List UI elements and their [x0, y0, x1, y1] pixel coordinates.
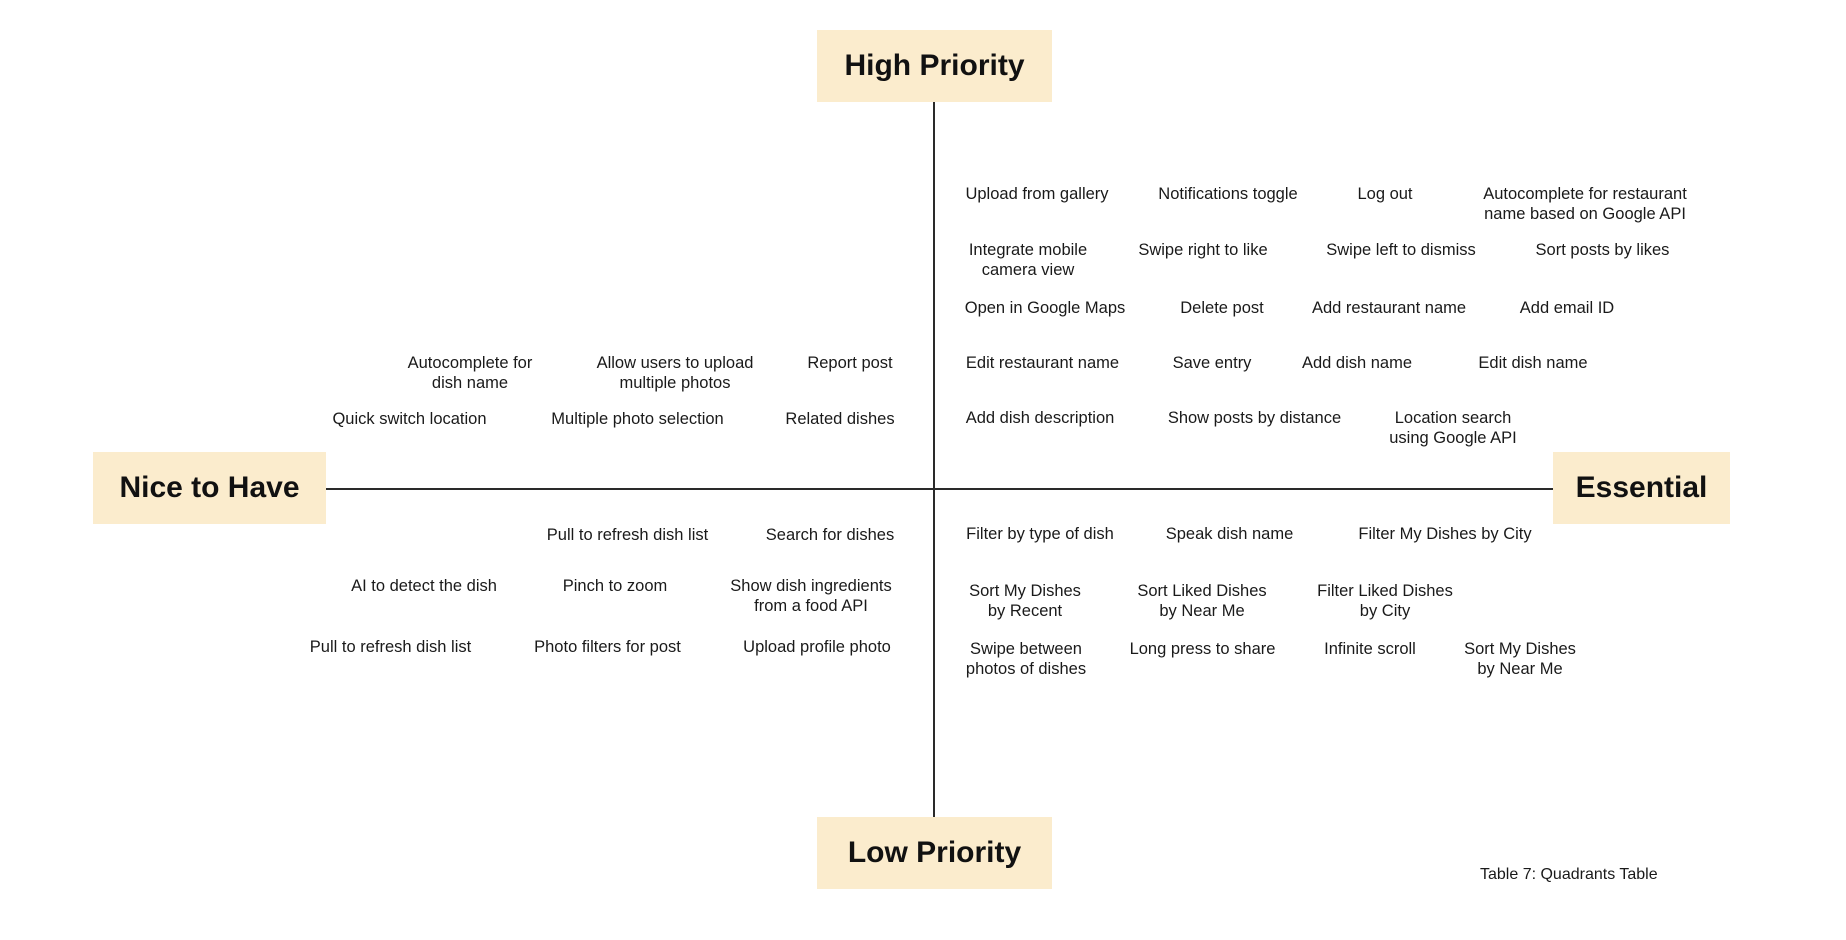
quadrant-item: Integrate mobile camera view — [968, 241, 1088, 279]
quadrant-item: Log out — [1357, 185, 1413, 203]
quadrant-item: Location search using Google API — [1389, 409, 1517, 447]
quadrant-item: Allow users to upload multiple photos — [596, 354, 754, 392]
quadrant-item: AI to detect the dish — [351, 577, 497, 595]
quadrant-item: Save entry — [1172, 354, 1252, 372]
quadrant-item: Pull to refresh dish list — [546, 526, 709, 544]
quadrant-item: Notifications toggle — [1158, 185, 1298, 203]
quadrant-item: Add email ID — [1519, 299, 1615, 317]
quadrant-item: Quick switch location — [332, 410, 487, 428]
quadrant-item: Upload from gallery — [965, 185, 1109, 203]
axis-label-essential: Essential — [1553, 452, 1730, 524]
quadrant-item: Search for dishes — [765, 526, 895, 544]
quadrant-item: Add dish name — [1301, 354, 1413, 372]
quadrant-item: Multiple photo selection — [551, 410, 724, 428]
quadrant-item: Filter My Dishes by City — [1358, 525, 1532, 543]
quadrant-item: Swipe left to dismiss — [1326, 241, 1476, 259]
quadrant-item: Pinch to zoom — [562, 577, 668, 595]
quadrant-item: Add dish description — [965, 409, 1115, 427]
quadrant-item: Speak dish name — [1165, 525, 1294, 543]
quadrant-item: Add restaurant name — [1311, 299, 1467, 317]
axis-label-low-priority: Low Priority — [817, 817, 1052, 889]
quadrant-item: Sort My Dishes by Recent — [969, 582, 1081, 620]
quadrant-item: Related dishes — [785, 410, 895, 428]
quadrant-item: Filter by type of dish — [966, 525, 1114, 543]
quadrant-item: Pull to refresh dish list — [309, 638, 472, 656]
quadrant-item: Show posts by distance — [1167, 409, 1342, 427]
quadrant-item: Edit dish name — [1478, 354, 1588, 372]
table-caption: Table 7: Quadrants Table — [1480, 866, 1658, 883]
quadrant-item: Autocomplete for dish name — [407, 354, 533, 392]
quadrant-item: Long press to share — [1129, 640, 1276, 658]
quadrant-item: Sort Liked Dishes by Near Me — [1137, 582, 1267, 620]
axis-label-nice-to-have: Nice to Have — [93, 452, 326, 524]
quadrant-item: Report post — [807, 354, 893, 372]
axis-label-high-priority: High Priority — [817, 30, 1052, 102]
quadrant-item: Swipe right to like — [1138, 241, 1268, 259]
horizontal-axis — [326, 488, 1554, 490]
quadrant-item: Sort My Dishes by Near Me — [1464, 640, 1576, 678]
quadrant-item: Filter Liked Dishes by City — [1317, 582, 1453, 620]
quadrant-item: Show dish ingredients from a food API — [730, 577, 892, 615]
quadrant-item: Photo filters for post — [534, 638, 681, 656]
quadrant-item: Swipe between photos of dishes — [965, 640, 1087, 678]
quadrant-item: Delete post — [1180, 299, 1264, 317]
quadrant-item: Open in Google Maps — [964, 299, 1126, 317]
quadrant-item: Edit restaurant name — [965, 354, 1120, 372]
quadrant-item: Autocomplete for restaurant name based o… — [1483, 185, 1687, 223]
quadrant-item: Sort posts by likes — [1535, 241, 1670, 259]
quadrant-item: Upload profile photo — [743, 638, 891, 656]
vertical-axis — [933, 100, 935, 818]
quadrant-item: Infinite scroll — [1324, 640, 1416, 658]
